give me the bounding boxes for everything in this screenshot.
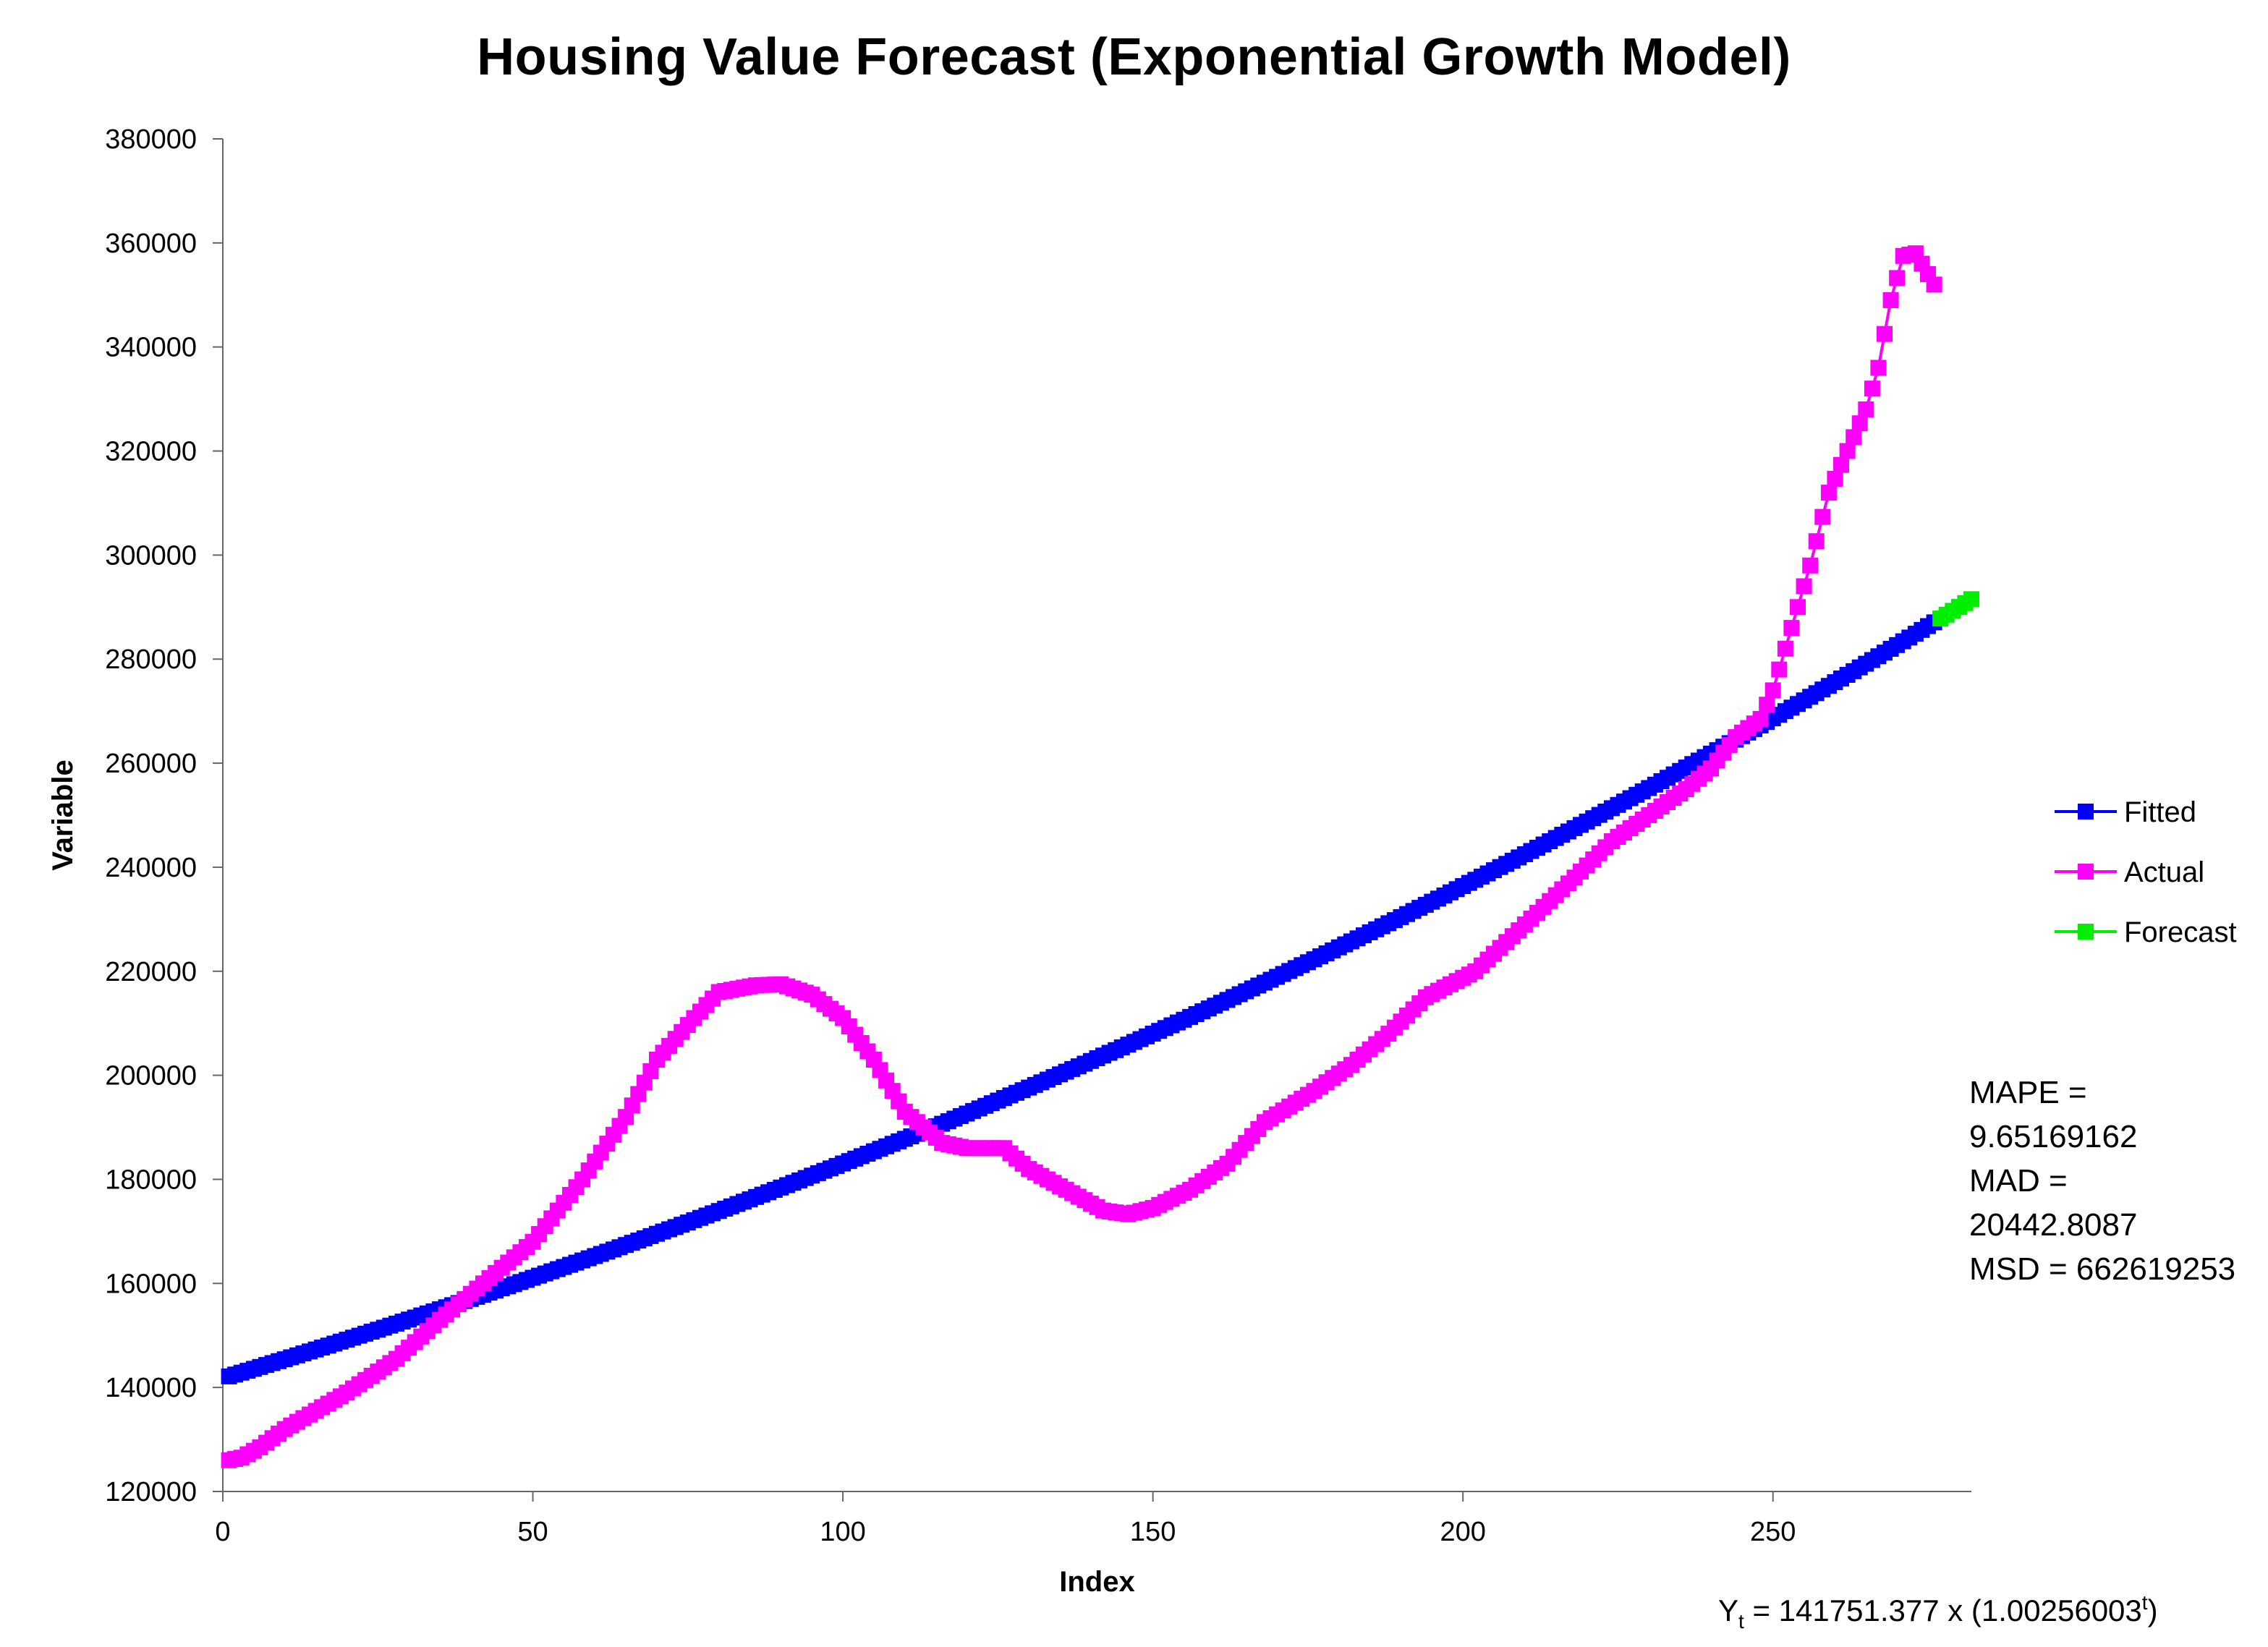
y-tick-label: 380000 (105, 124, 197, 155)
actual-point (1827, 470, 1843, 487)
equation-body: = 141751.377 x (1.00256003 (1744, 1593, 2142, 1627)
actual-point (1771, 661, 1788, 678)
equation-y-subscript: t (1738, 1610, 1744, 1633)
actual-point (1752, 710, 1769, 727)
mad-value: 20442.8087 (1969, 1207, 2138, 1243)
fitted-line (229, 621, 1935, 1378)
actual-point (1808, 533, 1825, 550)
y-tick-label: 260000 (105, 749, 197, 779)
chart-title: Housing Value Forecast (Exponential Grow… (477, 28, 1791, 86)
actual-point (1759, 697, 1775, 713)
fit-statistics: MAPE = 9.65169162 MAD = 20442.8087 MSD =… (1969, 1071, 2235, 1291)
actual-point (1864, 380, 1880, 397)
axes: 120000 140000 160000 180000 200000 220000 2400… (47, 124, 1971, 1598)
actual-point (1882, 292, 1899, 308)
legend-item-actual: Actual (2055, 856, 2204, 888)
x-tick-label: 50 (517, 1517, 548, 1547)
model-equation: Yt = 141751.377 x (1.00256003t) (1718, 1591, 2158, 1633)
mad-label: MAD = (1969, 1163, 2068, 1199)
actual-point (1764, 682, 1781, 699)
legend-label: Fitted (2124, 796, 2196, 828)
y-tick-label: 180000 (105, 1165, 197, 1195)
x-tick-label: 250 (1750, 1517, 1796, 1547)
legend-marker (2078, 924, 2094, 940)
legend: Fitted Actual Forecast (2055, 796, 2237, 948)
actual-point (1783, 620, 1800, 637)
y-tick-label: 340000 (105, 333, 197, 363)
x-tick-label: 200 (1440, 1517, 1485, 1547)
legend-item-forecast: Forecast (2055, 916, 2237, 948)
actual-point (1851, 415, 1868, 432)
actual-point (1846, 429, 1862, 446)
x-tick-label: 0 (215, 1517, 230, 1547)
fitted-series (221, 614, 1942, 1384)
y-tick-label: 200000 (105, 1061, 197, 1091)
equation-exponent: t (2141, 1591, 2148, 1614)
y-tick-label: 140000 (105, 1373, 197, 1403)
actual-point (1777, 640, 1793, 657)
msd-text: MSD = 662619253 (1969, 1251, 2236, 1287)
legend-label: Forecast (2124, 916, 2237, 948)
actual-series (221, 245, 1942, 1468)
legend-marker (2078, 804, 2094, 820)
actual-point (1833, 456, 1849, 473)
legend-marker (2078, 864, 2094, 880)
actual-point (1814, 508, 1831, 525)
forecast-point (1963, 591, 1979, 608)
y-tick-label: 120000 (105, 1477, 197, 1507)
y-axis-title: Variable (47, 759, 79, 870)
actual-point (1796, 578, 1812, 595)
actual-point (1802, 557, 1819, 574)
y-tick-label: 300000 (105, 540, 197, 571)
actual-point (1820, 485, 1837, 501)
y-tick-label: 220000 (105, 957, 197, 987)
actual-point (1790, 599, 1806, 616)
legend-item-fitted: Fitted (2055, 796, 2196, 828)
actual-point (1926, 276, 1942, 293)
y-tick-label: 280000 (105, 644, 197, 675)
series-layer (221, 245, 1979, 1468)
actual-point (1870, 359, 1887, 376)
y-tick-label: 160000 (105, 1269, 197, 1299)
mape-value: 9.65169162 (1969, 1119, 2138, 1154)
y-tick-label: 360000 (105, 229, 197, 259)
y-tick-label: 320000 (105, 437, 197, 467)
legend-label: Actual (2124, 856, 2204, 888)
y-tick-label: 240000 (105, 853, 197, 883)
x-tick-label: 150 (1130, 1517, 1176, 1547)
forecast-series (1932, 591, 1979, 627)
actual-point (1889, 270, 1906, 286)
mape-label: MAPE = (1969, 1075, 2087, 1110)
x-axis-title: Index (1059, 1566, 1134, 1598)
actual-point (1877, 325, 1893, 342)
actual-point (1858, 401, 1874, 417)
equation-y: Y (1718, 1593, 1739, 1627)
x-tick-label: 100 (820, 1517, 865, 1547)
equation-end: ) (2147, 1593, 2158, 1627)
actual-point (1839, 443, 1856, 459)
